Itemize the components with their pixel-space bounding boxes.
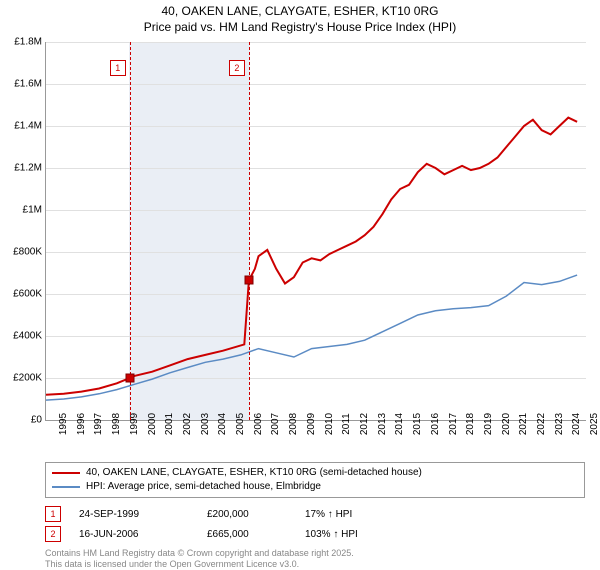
legend-row: HPI: Average price, semi-detached house,…	[52, 480, 578, 494]
sale-row: 1 24-SEP-1999 £200,000 17% ↑ HPI	[45, 504, 585, 524]
title-line2: Price paid vs. HM Land Registry's House …	[0, 20, 600, 36]
marker-line	[249, 42, 250, 420]
marker-dot	[125, 374, 134, 383]
legend-box: 40, OAKEN LANE, CLAYGATE, ESHER, KT10 0R…	[45, 462, 585, 498]
chart-svg	[46, 42, 586, 420]
legend: 40, OAKEN LANE, CLAYGATE, ESHER, KT10 0R…	[45, 462, 585, 570]
sale-hpi: 103% ↑ HPI	[305, 529, 425, 540]
footer: Contains HM Land Registry data © Crown c…	[45, 548, 585, 570]
y-axis-label: £1.4M	[14, 121, 42, 132]
sale-marker: 1	[45, 506, 61, 522]
sale-row: 2 16-JUN-2006 £665,000 103% ↑ HPI	[45, 524, 585, 544]
sale-hpi: 17% ↑ HPI	[305, 509, 425, 520]
sale-price: £200,000	[207, 509, 287, 520]
marker-dot	[244, 276, 253, 285]
sale-date: 24-SEP-1999	[79, 509, 189, 520]
legend-swatch	[52, 472, 80, 474]
y-axis-label: £0	[31, 415, 42, 426]
y-axis-label: £800K	[13, 247, 42, 258]
footer-line1: Contains HM Land Registry data © Crown c…	[45, 548, 585, 559]
y-axis-label: £1.6M	[14, 79, 42, 90]
sale-price: £665,000	[207, 529, 287, 540]
y-axis-label: £200K	[13, 373, 42, 384]
chart-container: 40, OAKEN LANE, CLAYGATE, ESHER, KT10 0R…	[0, 0, 600, 560]
marker-box: 1	[110, 60, 126, 76]
price-paid-line	[46, 118, 577, 395]
legend-row: 40, OAKEN LANE, CLAYGATE, ESHER, KT10 0R…	[52, 466, 578, 480]
y-axis-label: £1.8M	[14, 37, 42, 48]
legend-label: 40, OAKEN LANE, CLAYGATE, ESHER, KT10 0R…	[86, 466, 422, 480]
chart-area: £0£200K£400K£600K£800K£1M£1.2M£1.4M£1.6M…	[45, 42, 586, 421]
sale-marker: 2	[45, 526, 61, 542]
footer-line2: This data is licensed under the Open Gov…	[45, 559, 585, 570]
y-axis-label: £600K	[13, 289, 42, 300]
legend-swatch	[52, 486, 80, 488]
y-axis-label: £400K	[13, 331, 42, 342]
title-block: 40, OAKEN LANE, CLAYGATE, ESHER, KT10 0R…	[0, 0, 600, 35]
legend-label: HPI: Average price, semi-detached house,…	[86, 480, 321, 494]
y-axis-label: £1M	[23, 205, 42, 216]
sale-rows: 1 24-SEP-1999 £200,000 17% ↑ HPI 2 16-JUN-200…	[45, 504, 585, 544]
y-axis-label: £1.2M	[14, 163, 42, 174]
sale-date: 16-JUN-2006	[79, 529, 189, 540]
x-axis-label: 2025	[577, 413, 600, 435]
marker-line	[130, 42, 131, 420]
marker-box: 2	[229, 60, 245, 76]
title-line1: 40, OAKEN LANE, CLAYGATE, ESHER, KT10 0R…	[0, 4, 600, 20]
